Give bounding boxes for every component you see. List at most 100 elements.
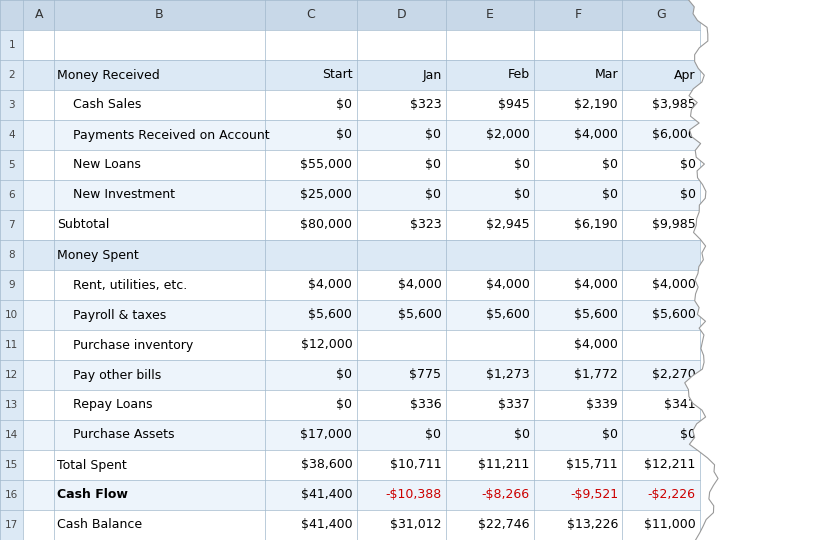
Text: $9,985: $9,985	[651, 219, 696, 232]
Bar	[446, 240, 534, 270]
Text: Money Received: Money Received	[57, 69, 160, 82]
Text: Mar: Mar	[595, 69, 618, 82]
Bar	[0, 150, 23, 180]
Text: $22,746: $22,746	[478, 518, 530, 531]
Bar	[265, 480, 357, 510]
Text: -$10,388: -$10,388	[385, 489, 441, 502]
Text: D: D	[397, 9, 406, 22]
Text: $11,000: $11,000	[644, 518, 696, 531]
Text: $2,000: $2,000	[486, 129, 530, 141]
Text: $38,600: $38,600	[301, 458, 352, 471]
Bar	[622, 180, 700, 210]
Text: $17,000: $17,000	[301, 429, 352, 442]
Bar	[23, 150, 54, 180]
Text: -$2,226: -$2,226	[647, 489, 696, 502]
Bar	[265, 240, 357, 270]
Bar	[0, 390, 23, 420]
Bar	[54, 60, 265, 90]
Bar	[622, 450, 700, 480]
Bar	[54, 480, 265, 510]
Text: $0: $0	[337, 129, 352, 141]
Text: 11: 11	[5, 340, 18, 350]
Text: Start: Start	[322, 69, 352, 82]
Bar	[357, 300, 446, 330]
Bar	[446, 210, 534, 240]
Text: Subtotal: Subtotal	[57, 219, 110, 232]
Bar	[446, 180, 534, 210]
Text: $0: $0	[680, 429, 696, 442]
Text: A: A	[34, 9, 43, 22]
Bar	[446, 330, 534, 360]
Text: $339: $339	[586, 399, 618, 411]
Bar	[357, 390, 446, 420]
Text: Purchase inventory: Purchase inventory	[57, 339, 194, 352]
Bar	[265, 150, 357, 180]
Text: C: C	[307, 9, 315, 22]
Bar	[357, 270, 446, 300]
Bar	[54, 30, 265, 60]
Text: Cash Sales: Cash Sales	[57, 98, 142, 111]
Bar	[446, 390, 534, 420]
Text: $4,000: $4,000	[308, 279, 352, 292]
Text: $945: $945	[498, 98, 530, 111]
Text: $4,000: $4,000	[651, 279, 696, 292]
Bar	[23, 480, 54, 510]
Text: $0: $0	[337, 399, 352, 411]
Bar	[446, 0, 534, 30]
Text: $4,000: $4,000	[574, 129, 618, 141]
Bar	[0, 270, 23, 300]
Bar	[446, 420, 534, 450]
Text: $11,211: $11,211	[478, 458, 530, 471]
Bar	[265, 90, 357, 120]
Bar	[54, 300, 265, 330]
Text: Pay other bills: Pay other bills	[57, 368, 162, 381]
Text: Purchase Assets: Purchase Assets	[57, 429, 175, 442]
Bar	[446, 450, 534, 480]
Bar	[622, 330, 700, 360]
Bar	[54, 510, 265, 540]
Text: $15,711: $15,711	[566, 458, 618, 471]
Text: $2,270: $2,270	[651, 368, 696, 381]
Text: $0: $0	[337, 98, 352, 111]
Text: $3,985: $3,985	[651, 98, 696, 111]
Text: Cash Balance: Cash Balance	[57, 518, 142, 531]
Bar	[446, 300, 534, 330]
Text: $0: $0	[680, 188, 696, 201]
Text: 5: 5	[8, 160, 15, 170]
Text: $80,000: $80,000	[301, 219, 352, 232]
Bar	[54, 150, 265, 180]
Polygon shape	[685, 0, 833, 540]
Text: $41,400: $41,400	[301, 518, 352, 531]
Text: New Loans: New Loans	[57, 159, 142, 172]
Text: Rent, utilities, etc.: Rent, utilities, etc.	[57, 279, 187, 292]
Bar	[357, 210, 446, 240]
Bar	[23, 360, 54, 390]
Bar	[265, 360, 357, 390]
Text: E: E	[486, 9, 494, 22]
Bar	[54, 390, 265, 420]
Bar	[357, 480, 446, 510]
Bar	[622, 480, 700, 510]
Bar	[534, 150, 622, 180]
Bar	[0, 420, 23, 450]
Bar	[357, 450, 446, 480]
Text: Payroll & taxes: Payroll & taxes	[57, 308, 167, 321]
Bar	[265, 300, 357, 330]
Text: -$8,266: -$8,266	[481, 489, 530, 502]
Text: $6,000: $6,000	[651, 129, 696, 141]
Bar	[0, 60, 23, 90]
Text: $775: $775	[410, 368, 441, 381]
Bar	[622, 300, 700, 330]
Bar	[23, 390, 54, 420]
Bar	[0, 30, 23, 60]
Bar	[54, 90, 265, 120]
Bar	[23, 210, 54, 240]
Bar	[54, 270, 265, 300]
Text: $6,190: $6,190	[575, 219, 618, 232]
Bar	[446, 270, 534, 300]
Text: $41,400: $41,400	[301, 489, 352, 502]
Bar	[265, 420, 357, 450]
Bar	[23, 330, 54, 360]
Text: Feb: Feb	[507, 69, 530, 82]
Text: -$9,521: -$9,521	[570, 489, 618, 502]
